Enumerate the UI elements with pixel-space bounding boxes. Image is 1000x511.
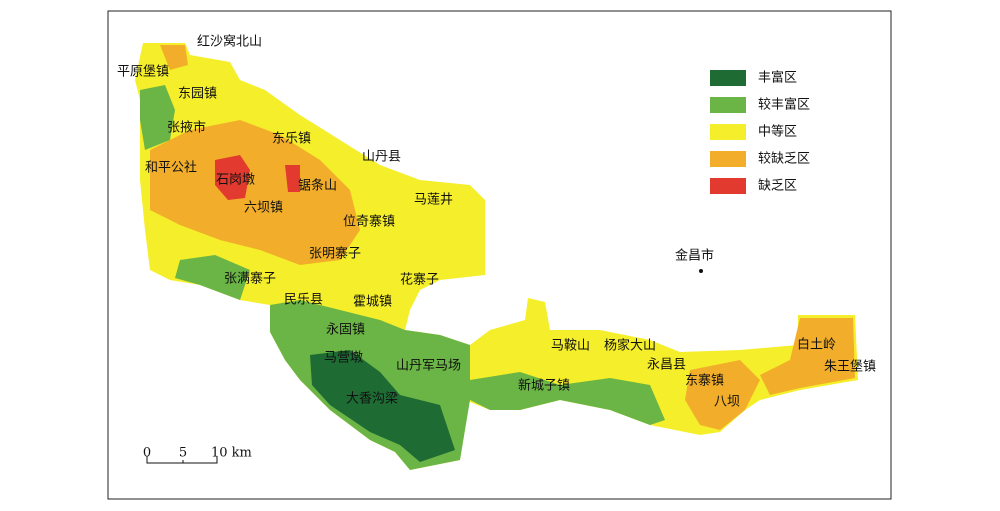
legend-label: 缺乏区 xyxy=(758,179,797,194)
place-label: 六坝镇 xyxy=(244,201,283,216)
legend-label: 丰富区 xyxy=(758,70,797,86)
region-green-band xyxy=(470,372,665,425)
scale-label: 10 km xyxy=(211,446,252,461)
legend-label: 中等区 xyxy=(758,124,797,140)
place-label: 平原堡镇 xyxy=(117,64,169,80)
place-label: 石岗墩 xyxy=(216,173,255,188)
place-label: 马鞍山 xyxy=(551,338,590,354)
place-label: 金昌市 xyxy=(675,248,714,264)
place-label: 红沙窝北山 xyxy=(197,34,262,50)
legend-label: 较缺乏区 xyxy=(758,152,810,167)
place-label: 张掖市 xyxy=(167,120,206,136)
region-orange-north xyxy=(160,45,188,70)
map-regions xyxy=(135,43,858,470)
place-label: 八坝 xyxy=(714,395,740,410)
place-label: 张明寨子 xyxy=(309,246,361,262)
city-dot xyxy=(699,269,703,273)
place-label: 锯条山 xyxy=(298,178,337,194)
legend-swatch xyxy=(710,70,746,86)
legend-swatch xyxy=(710,97,746,113)
scale-bar: 0 5 10 km xyxy=(143,446,252,464)
region-orange-east xyxy=(760,318,855,395)
place-label: 大香沟梁 xyxy=(346,392,398,407)
place-label: 霍城镇 xyxy=(353,295,392,310)
place-label: 山丹县 xyxy=(362,150,401,165)
place-label: 永昌县 xyxy=(647,358,686,373)
place-label: 和平公社 xyxy=(145,160,197,176)
place-label: 朱王堡镇 xyxy=(824,359,876,375)
legend-swatch xyxy=(710,151,746,167)
legend-swatch xyxy=(710,178,746,194)
legend-swatch xyxy=(710,124,746,140)
region-red2 xyxy=(285,165,300,192)
place-label: 民乐县 xyxy=(284,293,323,308)
legend-label: 较丰富区 xyxy=(758,97,810,113)
region-darkgreen xyxy=(310,350,455,462)
place-label: 山丹军马场 xyxy=(396,359,461,374)
region-red xyxy=(215,155,250,200)
scale-label: 0 xyxy=(143,446,151,461)
legend: 丰富区 较丰富区 中等区 较缺乏区 缺乏区 xyxy=(710,70,810,194)
place-label: 新城子镇 xyxy=(518,378,570,394)
place-label: 东乐镇 xyxy=(272,132,311,147)
place-label: 东寨镇 xyxy=(685,373,724,389)
place-label: 张满寨子 xyxy=(224,271,276,287)
place-label: 马营墩 xyxy=(324,351,363,366)
scale-line xyxy=(146,456,218,464)
region-green-west xyxy=(140,85,175,150)
region-orange xyxy=(150,120,360,265)
place-label: 位奇寨镇 xyxy=(343,214,395,230)
place-label: 白土岭 xyxy=(797,337,836,353)
region-green-west2 xyxy=(175,255,250,300)
place-label: 杨家大山 xyxy=(604,338,656,354)
place-label: 永固镇 xyxy=(326,323,365,338)
place-label: 马莲井 xyxy=(414,193,453,208)
place-labels: 红沙窝北山 平原堡镇 东园镇 张掖市 东乐镇 山丹县 和平公社 石岗墩 锯条山 … xyxy=(117,34,876,410)
scale-label: 5 xyxy=(179,446,187,461)
region-orange-east2 xyxy=(685,360,760,430)
place-label: 花寨子 xyxy=(400,272,439,288)
place-label: 东园镇 xyxy=(178,87,217,102)
